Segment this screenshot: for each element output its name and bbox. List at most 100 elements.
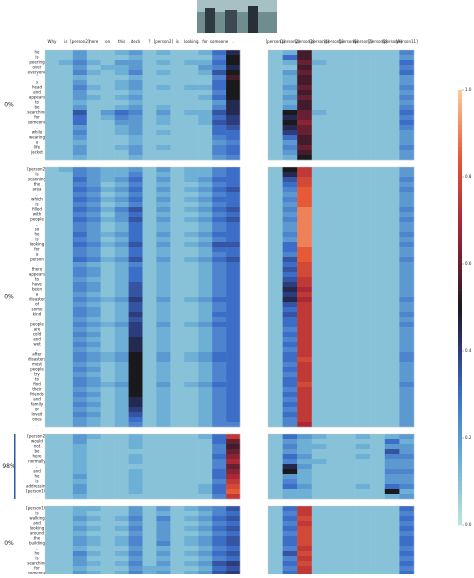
heat-cell [198,459,213,465]
heat-cell [142,172,157,178]
heat-cell [156,212,171,218]
heat-cell [100,207,115,213]
heat-cell [268,212,283,218]
heat-cell [114,297,129,303]
heat-cell [156,511,171,517]
heat-cell [297,75,312,81]
row-label: after [32,352,42,357]
heat-cell [212,252,227,258]
heat-cell [355,516,371,522]
heat-cell [282,110,298,116]
heat-cell [282,267,298,273]
heat-cell [45,262,60,268]
row-label: he [35,50,41,55]
heat-cell [297,85,312,91]
heat-cell [355,536,371,542]
heat-cell [58,212,74,218]
heat-cell [297,439,312,445]
heat-cell [142,474,157,480]
heat-cell [326,202,342,208]
heat-cell [297,312,312,318]
heat-cell [142,367,157,373]
heat-cell [170,182,185,188]
heat-cell [311,337,327,343]
heat-cell [170,327,185,333]
row-label: and [33,90,41,95]
heat-cell [86,172,101,178]
heat-cell [341,150,356,156]
heat-cell [86,387,101,393]
heat-cell [370,50,385,56]
heat-cell [114,247,129,253]
heat-cell [198,130,213,136]
heat-cell [128,531,143,537]
heat-cell [370,526,385,532]
heat-cell [268,292,283,298]
heat-cell [212,317,227,323]
heat-cell [384,257,400,263]
heat-cell [297,140,312,146]
heat-cell [156,130,171,136]
row-label: a [36,252,39,257]
heat-cell [297,372,312,378]
column-label: this [118,39,125,44]
heat-cell [72,516,87,522]
heat-cell [58,337,74,343]
heat-cell [268,75,283,81]
heat-cell [86,197,101,203]
heat-cell [156,95,171,101]
heat-cell [184,197,199,203]
heat-cell [72,422,87,428]
heat-cell [58,372,74,378]
heat-cell [341,342,356,348]
heat-cell [341,484,356,490]
heat-cell [198,182,213,188]
heat-cell [142,412,157,418]
row-label: . [36,422,37,427]
heat-cell [326,105,342,111]
heat-cell [326,312,342,318]
heat-cell [114,551,129,557]
heat-cell [156,207,171,213]
heat-cell [45,90,60,96]
heat-cell [45,242,60,248]
heat-cell [326,217,342,223]
heat-cell [142,541,157,547]
heat-cell [100,110,115,116]
heat-cell [100,60,115,66]
photo-figure [225,10,237,33]
heat-cell [399,347,415,353]
heat-cell [86,511,101,517]
heat-cell [341,541,356,547]
row-label: for [34,566,40,571]
heat-cell [212,454,227,460]
heat-cell [72,197,87,203]
heat-cell [297,392,312,398]
heat-cell [355,187,371,193]
heat-cell [355,469,371,475]
heat-cell [297,267,312,273]
row-label: searching [27,110,47,115]
heat-cell [58,402,74,408]
heat-cell [184,70,199,76]
heat-cell [268,362,283,368]
heat-cell [100,145,115,151]
heat-cell [226,182,241,188]
heat-cell [355,60,371,66]
row-label: people [30,322,44,327]
row-label: the [34,182,41,187]
heat-cell [45,469,60,475]
heat-cell [326,494,342,500]
heat-cell [355,382,371,388]
row-label: addressing [26,484,48,489]
heat-cell [142,536,157,542]
heat-cell [370,536,385,542]
heat-cell [86,287,101,293]
heat-cell [355,125,371,131]
heat-cell [282,556,298,562]
heat-cell [86,90,101,96]
heat-cell [355,367,371,373]
heat-cell [399,434,415,440]
heat-cell [399,247,415,253]
heat-cell [170,392,185,398]
